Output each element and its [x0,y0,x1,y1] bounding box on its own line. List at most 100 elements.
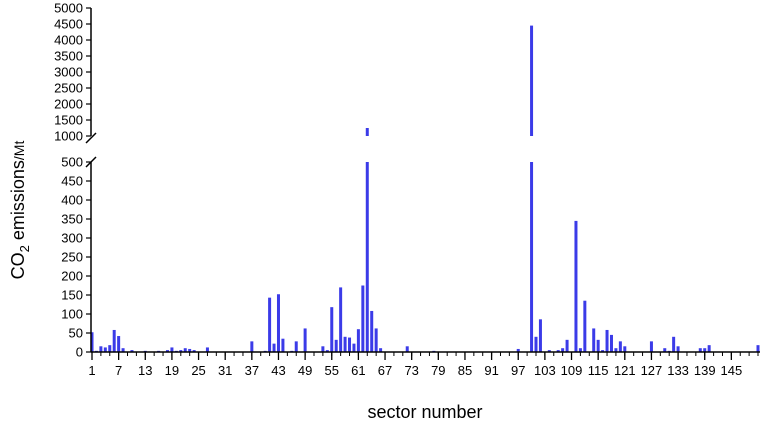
bar-sector-111 [578,348,582,352]
bar-sector-66 [379,348,383,352]
bar-sector-27 [205,347,209,352]
bars [90,25,760,352]
bar-sector-8 [121,348,125,352]
bar-sector-62 [361,285,365,352]
bar-sector-133 [676,346,680,352]
y-tick-label-4500: 4500 [54,17,83,32]
x-tick-label-1: 1 [88,363,95,378]
x-tick-label-43: 43 [271,363,285,378]
y-axis-label: CO2 emissions/Mt [8,141,32,280]
tick-labels: 0 50 100 150 200 250 300 350 400 450 500 1000150020… [54,1,742,379]
x-tick-label-121: 121 [614,363,636,378]
bar-sector-56 [334,339,338,352]
x-tick-label-79: 79 [431,363,445,378]
y-axis-label-subscript: 2 [17,245,32,252]
y-axis-label-prefix: CO [8,252,28,279]
bar-sector-43 [276,294,280,352]
bar-sector-57 [339,287,343,352]
x-tick-label-19: 19 [165,363,179,378]
y-tick-label-250: 250 [61,250,83,265]
bar-sector-53 [321,346,325,352]
axis-break-mark-upper [85,132,97,144]
bar-sector-41 [268,297,272,352]
bar-sector-72 [405,346,409,352]
bar-sector-4 [103,347,107,352]
x-tick-label-91: 91 [484,363,498,378]
x-tick-label-67: 67 [378,363,392,378]
bar-sector-140 [707,345,711,352]
bar-sector-3 [99,346,103,352]
bar-sector-100-upper [530,25,534,137]
bar-sector-115 [596,339,600,352]
bar-sector-120 [618,341,622,352]
bar-sector-24 [192,350,196,352]
bar-sector-10 [130,350,134,352]
bar-sector-151 [756,345,760,352]
y-tick-label-1500: 1500 [54,113,83,128]
bar-sector-139 [703,348,707,352]
y-tick-label-350: 350 [61,212,83,227]
bar-sector-18 [165,350,169,352]
x-axis-label: sector number [367,402,482,422]
bar-sector-127 [649,341,653,352]
bar-sector-117 [605,329,609,352]
y-tick-label-2500: 2500 [54,81,83,96]
bar-sector-100-lower [530,162,534,352]
bar-sector-130 [663,348,667,352]
bar-sector-114 [592,328,596,352]
y-tick-label-400: 400 [61,193,83,208]
y-tick-label-3500: 3500 [54,49,83,64]
bar-sector-23 [188,348,192,352]
y-tick-label-100: 100 [61,307,83,322]
bar-sector-65 [374,328,378,352]
bar-sector-63-upper [365,128,369,136]
x-tick-label-61: 61 [351,363,365,378]
bar-sector-58 [343,336,347,352]
y-tick-label-4000: 4000 [54,33,83,48]
x-tick-label-49: 49 [298,363,312,378]
bar-sector-55 [330,307,334,352]
bar-sector-5 [108,345,112,352]
x-tick-label-7: 7 [115,363,122,378]
y-tick-label-300: 300 [61,231,83,246]
x-tick-label-13: 13 [138,363,152,378]
bar-sector-47 [294,341,298,352]
x-tick-label-31: 31 [218,363,232,378]
y-tick-label-1000: 1000 [54,129,83,144]
bar-sector-101 [534,336,538,352]
bar-sector-1 [90,332,94,352]
x-tick-label-37: 37 [245,363,259,378]
bar-sector-42 [272,343,276,352]
bar-sector-121 [623,346,627,352]
bar-sector-63-lower [365,162,369,352]
y-axis-label-mid: emissions [8,160,28,245]
x-tick-label-139: 139 [694,363,716,378]
bar-sector-132 [672,336,676,352]
bar-sector-37 [250,341,254,352]
bar-sector-61 [356,329,360,352]
x-tick-label-55: 55 [325,363,339,378]
bar-sector-44 [281,338,285,352]
bar-sector-116 [601,350,605,352]
bar-sector-107 [561,348,565,352]
bar-sector-6 [112,329,116,352]
x-tick-label-127: 127 [641,363,663,378]
x-tick-label-85: 85 [458,363,472,378]
axes [85,7,760,360]
x-tick-label-103: 103 [534,363,556,378]
bar-sector-138 [698,348,702,352]
x-tick-label-109: 109 [561,363,583,378]
bar-sector-49 [303,328,307,352]
bar-sector-106 [556,350,560,352]
bar-sector-19 [170,347,174,352]
y-tick-label-2000: 2000 [54,97,83,112]
y-tick-label-450: 450 [61,174,83,189]
y-tick-label-200: 200 [61,269,83,284]
bar-sector-21 [179,350,183,352]
x-tick-label-145: 145 [721,363,743,378]
bar-sector-54 [325,350,329,352]
y-tick-label-50: 50 [69,326,83,341]
bar-sector-108 [565,339,569,352]
